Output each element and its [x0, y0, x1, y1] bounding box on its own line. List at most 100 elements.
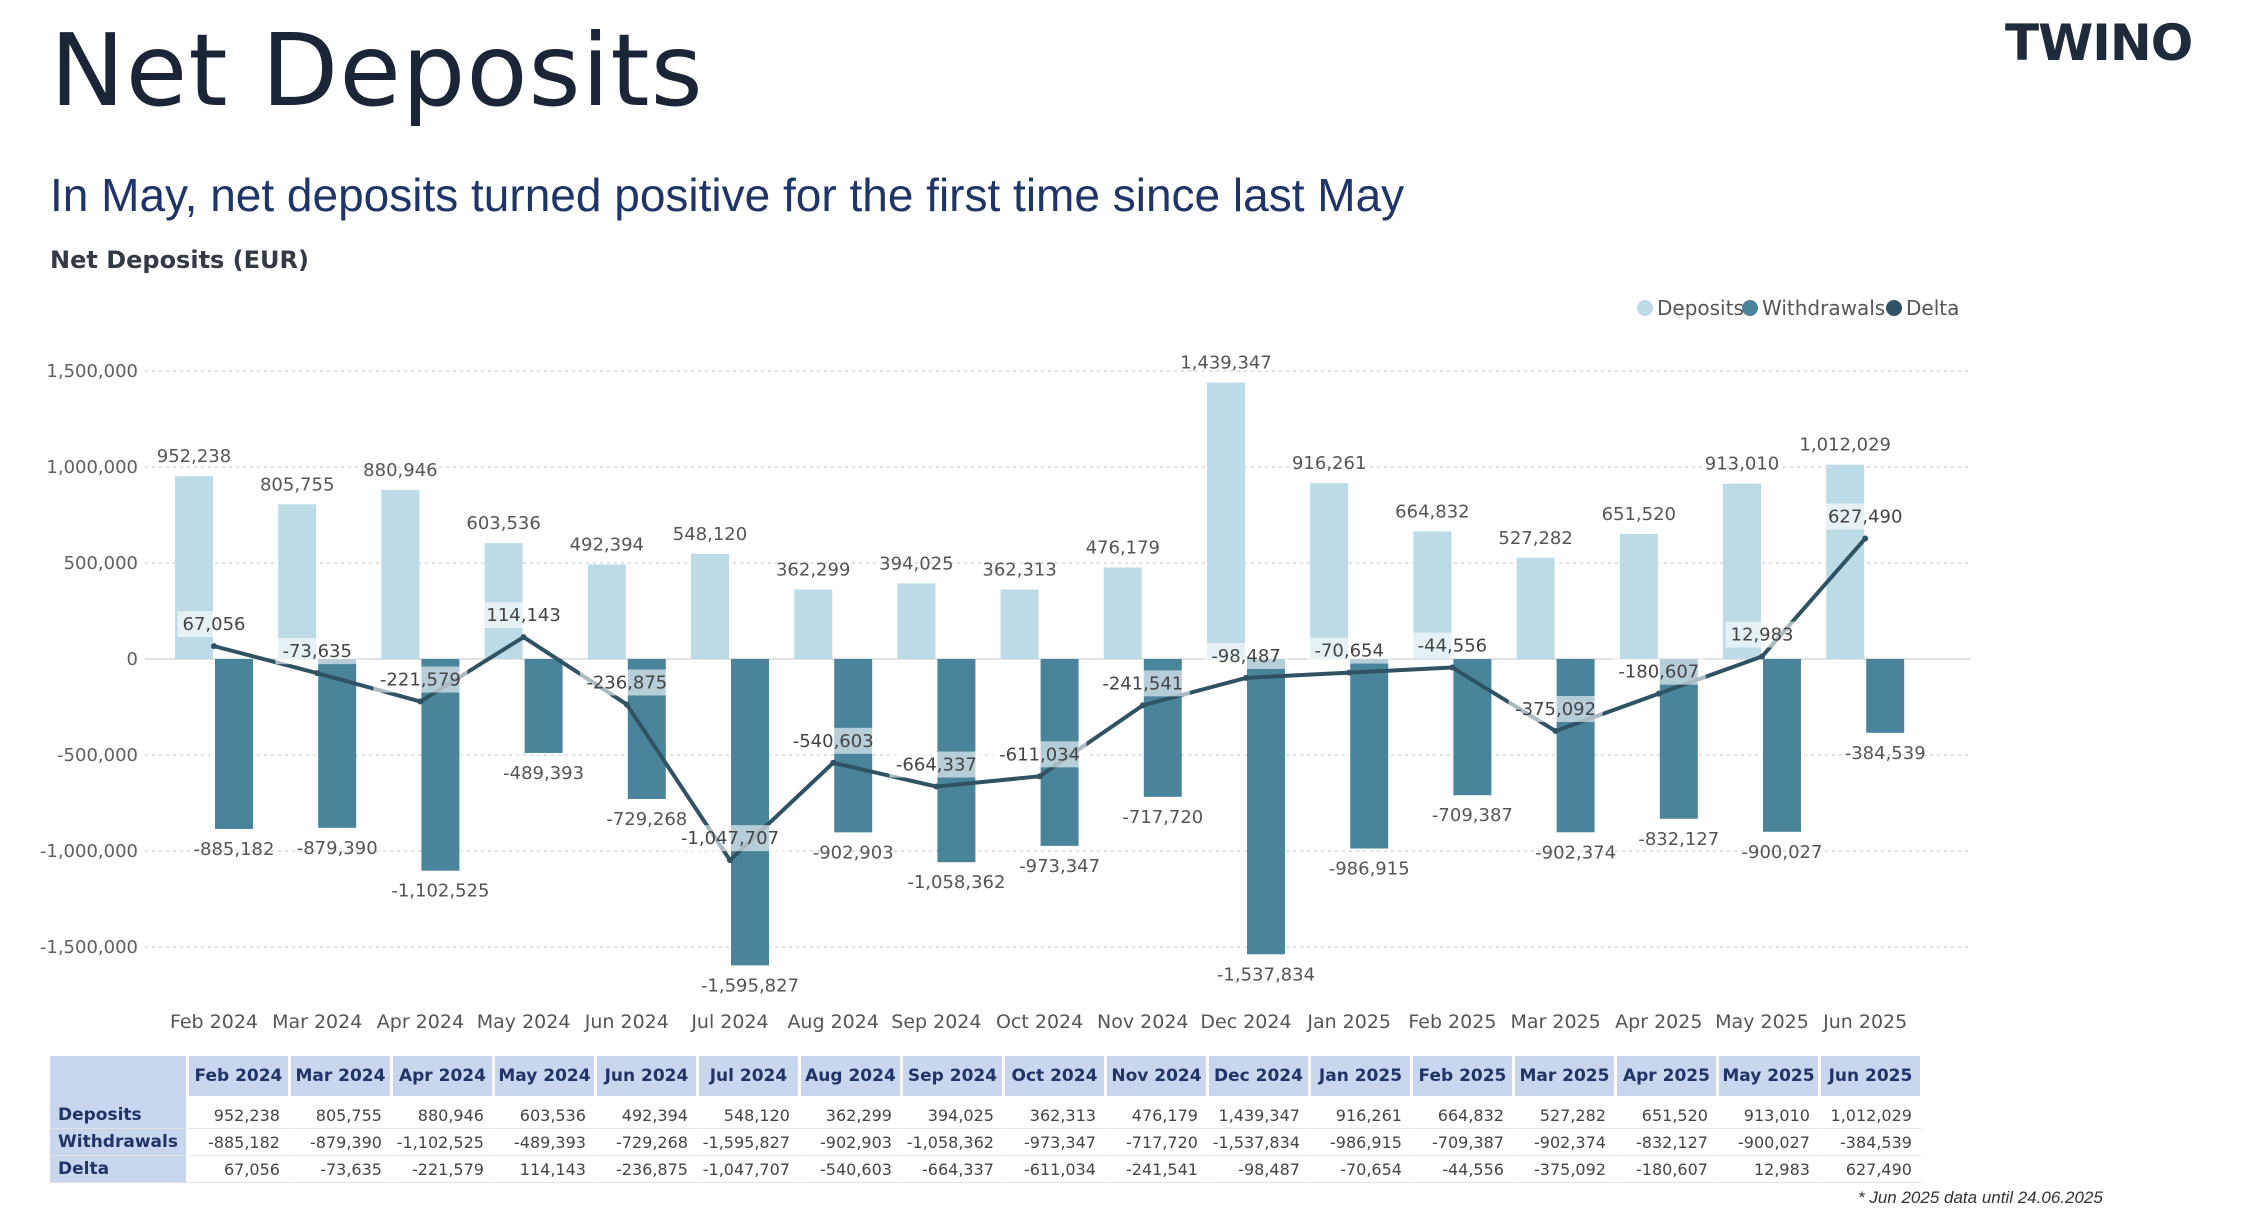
- table-cell: -489,393: [494, 1129, 597, 1156]
- table-cell: 913,010: [1718, 1096, 1821, 1129]
- delta-label-bg: [373, 666, 468, 693]
- table-cell: -236,875: [596, 1156, 699, 1183]
- table-cell: -1,537,834: [1208, 1129, 1311, 1156]
- table-column-header: Jul 2024: [698, 1056, 801, 1096]
- delta-point: [1139, 702, 1146, 709]
- x-tick-label: Apr 2024: [377, 1011, 464, 1033]
- table-cell: -73,635: [290, 1156, 393, 1183]
- delta-value-label: -611,034: [999, 744, 1080, 765]
- deposit-bar: [1103, 567, 1142, 659]
- table-column-header: Jun 2024: [596, 1056, 699, 1096]
- table-cell: -986,915: [1310, 1129, 1413, 1156]
- withdrawal-bar: [524, 659, 563, 753]
- y-tick-label: -500,000: [57, 745, 138, 766]
- y-tick-label: -1,500,000: [40, 937, 138, 958]
- table-row: Delta 67,056 -73,635 -221,579 114,143 -236,87…: [50, 1156, 1923, 1183]
- deposit-value-label: 548,120: [673, 524, 747, 545]
- table-cell: 527,282: [1514, 1096, 1617, 1129]
- withdrawal-value-label: -1,537,834: [1217, 964, 1315, 985]
- table-column-header: Sep 2024: [902, 1056, 1005, 1096]
- withdrawal-value-label: -489,393: [503, 763, 584, 784]
- deposit-value-label: 952,238: [157, 446, 231, 467]
- withdrawal-bar: [215, 659, 253, 829]
- deposit-value-label: 880,946: [363, 460, 437, 481]
- table-column-header: Feb 2025: [1412, 1056, 1515, 1096]
- delta-label-bg: [1725, 621, 1799, 648]
- table-column-header: Nov 2024: [1106, 1056, 1209, 1096]
- delta-label-bg: [1307, 637, 1391, 664]
- delta-value-label: 627,490: [1828, 507, 1902, 528]
- deposit-value-label: 916,261: [1292, 453, 1366, 474]
- table-cell: 603,536: [494, 1096, 597, 1129]
- table-cell: -709,387: [1412, 1129, 1515, 1156]
- brand-logo: TWINO: [2005, 14, 2193, 72]
- table-column-header: Jan 2025: [1310, 1056, 1413, 1096]
- table-cell: 1,439,347: [1208, 1096, 1311, 1129]
- x-tick-label: Apr 2025: [1615, 1011, 1702, 1033]
- delta-point: [1862, 535, 1869, 542]
- net-deposits-chart: 1,500,000 1,000,000 500,000 0 -500,000 -1,000…: [40, 296, 1970, 1033]
- x-tick-label: May 2025: [1715, 1011, 1809, 1033]
- delta-point: [623, 701, 630, 708]
- delta-value-label: -221,579: [380, 670, 461, 691]
- delta-value-label: 67,056: [183, 614, 246, 635]
- table-cell: -902,374: [1514, 1129, 1617, 1156]
- deposit-bar: [1310, 483, 1349, 659]
- delta-value-label: 12,983: [1731, 625, 1794, 646]
- table-cell: -717,720: [1106, 1129, 1209, 1156]
- withdrawal-value-label: -1,058,362: [907, 872, 1005, 893]
- delta-label-bg: [1611, 658, 1706, 685]
- delta-value-label: -180,607: [1618, 662, 1699, 683]
- legend-swatch: [1637, 300, 1653, 316]
- table-row-label: Delta: [50, 1156, 189, 1183]
- table-cell: -1,047,707: [698, 1156, 801, 1183]
- withdrawal-value-label: -885,182: [194, 839, 275, 860]
- delta-value-label: -73,635: [282, 641, 351, 662]
- deposit-value-label: 492,394: [570, 534, 644, 555]
- delta-value-label: -236,875: [586, 672, 667, 693]
- withdrawal-value-label: -1,595,827: [701, 975, 799, 996]
- withdrawal-value-label: -709,387: [1432, 805, 1513, 826]
- table-column-header: May 2025: [1718, 1056, 1821, 1096]
- table-cell: -384,539: [1820, 1129, 1923, 1156]
- deposit-bar: [1619, 533, 1658, 659]
- x-tick-label: Nov 2024: [1097, 1011, 1188, 1033]
- table-cell: 362,299: [800, 1096, 903, 1129]
- delta-point: [314, 670, 321, 677]
- delta-point: [1243, 674, 1249, 681]
- table-cell: 394,025: [902, 1096, 1005, 1129]
- table-cell: -832,127: [1616, 1129, 1719, 1156]
- withdrawal-value-label: -384,539: [1845, 743, 1926, 764]
- deposit-value-label: 603,536: [466, 513, 540, 534]
- table-column-header: Jun 2025: [1820, 1056, 1923, 1096]
- table-cell: 664,832: [1412, 1096, 1515, 1129]
- delta-label-bg: [481, 602, 566, 629]
- withdrawal-bar: [421, 659, 460, 871]
- table-cell: -221,579: [392, 1156, 495, 1183]
- deposit-bar: [278, 504, 317, 659]
- delta-label-bg: [1095, 670, 1190, 697]
- table-cell: 67,056: [188, 1156, 291, 1183]
- table-cell: 362,313: [1004, 1096, 1107, 1129]
- table-row-label: Deposits: [50, 1096, 189, 1129]
- delta-point: [933, 783, 940, 790]
- x-tick-label: Feb 2025: [1408, 1011, 1496, 1033]
- x-tick-label: May 2024: [477, 1011, 571, 1033]
- legend-label: Withdrawals: [1762, 296, 1885, 320]
- delta-point: [211, 643, 217, 650]
- table-cell: -70,654: [1310, 1156, 1413, 1183]
- table-row-label: Withdrawals: [50, 1129, 189, 1156]
- x-tick-label: Mar 2024: [272, 1011, 362, 1033]
- legend-label: Deposits: [1657, 296, 1744, 320]
- table-column-header: Dec 2024: [1208, 1056, 1311, 1096]
- delta-label-bg: [1508, 696, 1603, 723]
- deposit-value-label: 1,012,029: [1799, 435, 1891, 456]
- delta-label-bg: [992, 741, 1087, 768]
- deposit-value-label: 476,179: [1086, 538, 1160, 559]
- deposit-bar: [794, 589, 833, 659]
- withdrawal-value-label: -832,127: [1638, 829, 1719, 850]
- table-cell: -902,903: [800, 1129, 903, 1156]
- delta-label-bg: [1823, 503, 1907, 530]
- delta-label-bg: [889, 751, 984, 778]
- deposit-value-label: 805,755: [260, 474, 334, 495]
